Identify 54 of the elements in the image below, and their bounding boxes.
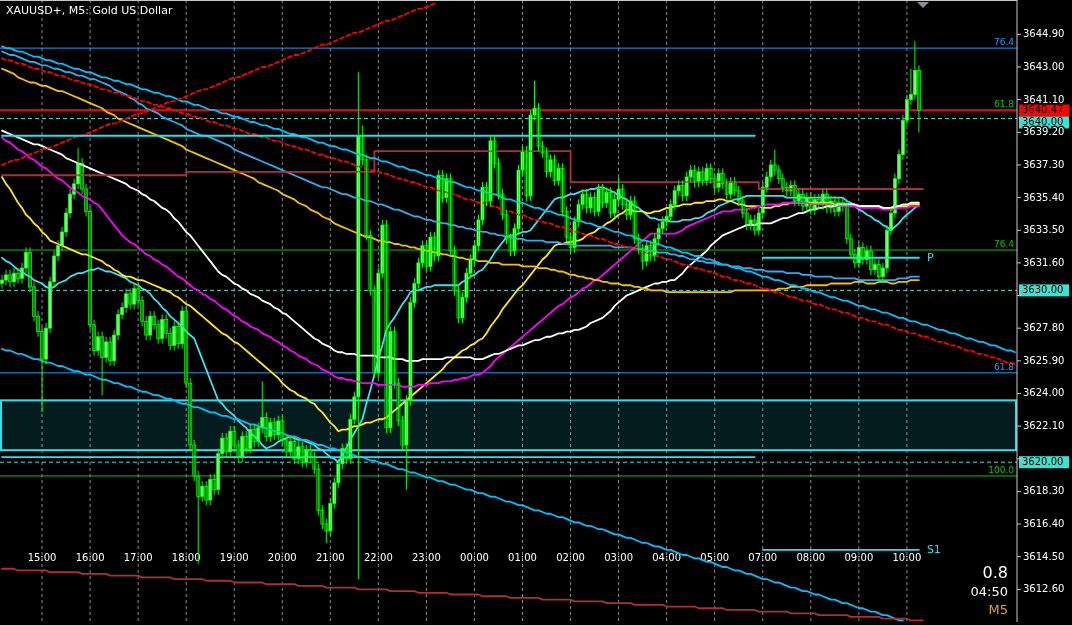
y-tick-label: 3635.40 — [1023, 191, 1065, 203]
y-tick-label: 3616.40 — [1023, 518, 1065, 530]
y-tick-label: 3624.00 — [1023, 387, 1065, 399]
y-tick-label: 3631.60 — [1023, 256, 1065, 268]
y-tick-label: 3627.80 — [1023, 322, 1065, 334]
x-tick-label: 09:00 — [844, 552, 874, 563]
y-tick-label: 3639.20 — [1023, 126, 1065, 138]
x-tick-label: 00:00 — [460, 552, 489, 563]
candlestick — [596, 183, 601, 217]
x-tick-label: 17:00 — [123, 552, 153, 563]
y-tick-label: 3643.00 — [1023, 61, 1065, 73]
x-tick-label: 10:00 — [892, 552, 922, 563]
y-tick-label: 3618.30 — [1023, 485, 1065, 497]
y-tick-label: 3637.30 — [1023, 158, 1065, 170]
line-series — [1, 567, 924, 622]
x-tick-label: 05:00 — [700, 552, 730, 563]
x-tick-label: 20:00 — [267, 552, 297, 563]
x-tick-label: 15:00 — [27, 552, 57, 563]
series-label: S1 — [926, 542, 941, 556]
annotation: 61.8 — [993, 361, 1015, 372]
x-tick-label: 19:00 — [219, 552, 249, 563]
series-label: P — [926, 250, 934, 264]
annotation: 61.8 — [993, 98, 1015, 109]
candlestick — [488, 135, 493, 207]
ref-line-label: 3630.00 — [1022, 284, 1064, 296]
y-tick-label: 3644.90 — [1023, 28, 1065, 40]
x-tick-label: 03:00 — [604, 552, 634, 563]
x-tick-label: 23:00 — [412, 552, 441, 563]
annotation: 76.4 — [993, 239, 1015, 249]
ref-line-label: 3640.47 — [1022, 104, 1064, 116]
ref-line-label: 3620.00 — [1022, 456, 1064, 468]
annotation: 76.4 — [993, 37, 1015, 48]
x-tick-label: 02:00 — [556, 552, 585, 563]
y-tick-label: 3614.50 — [1023, 550, 1065, 562]
x-tick-label: 08:00 — [796, 552, 826, 563]
x-tick-label: 21:00 — [315, 552, 345, 563]
x-tick-label: 01:00 — [508, 552, 537, 563]
y-tick-label: 3641.10 — [1023, 93, 1065, 105]
y-tick-label: 3625.90 — [1023, 354, 1065, 366]
x-tick-label: 16:00 — [75, 552, 105, 563]
candlestick — [436, 169, 441, 262]
x-tick-label: 07:00 — [748, 552, 778, 563]
x-tick-label: 04:00 — [652, 552, 682, 563]
chart-title: XAUUSD+, M5: Gold US Dollar — [6, 4, 173, 17]
ref-line-label: 3640.00 — [1022, 116, 1064, 128]
annotation: M5 — [988, 602, 1008, 617]
candlestick — [552, 154, 557, 187]
y-tick-label: 3622.10 — [1023, 420, 1065, 432]
annotation: 04:50 — [970, 584, 1008, 599]
y-tick-label: 3633.50 — [1023, 224, 1065, 236]
y-tick-label: 3612.60 — [1023, 583, 1065, 595]
x-tick-label: 22:00 — [363, 552, 393, 563]
annotation: 100.0 — [988, 464, 1015, 475]
annotation: 0.8 — [982, 563, 1008, 582]
